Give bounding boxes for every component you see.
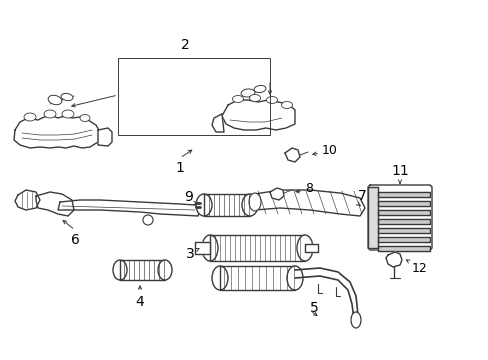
Ellipse shape (44, 110, 56, 118)
Ellipse shape (232, 95, 243, 103)
Polygon shape (209, 235, 305, 261)
Polygon shape (15, 190, 40, 210)
Ellipse shape (242, 194, 258, 216)
Ellipse shape (202, 235, 218, 261)
Ellipse shape (241, 89, 254, 97)
Ellipse shape (249, 94, 260, 102)
Ellipse shape (62, 110, 74, 118)
Polygon shape (14, 115, 100, 148)
Ellipse shape (248, 193, 261, 211)
Ellipse shape (286, 266, 303, 290)
Polygon shape (377, 246, 429, 251)
Ellipse shape (80, 114, 90, 122)
Text: 3: 3 (186, 247, 195, 261)
Text: 1: 1 (175, 161, 184, 175)
Text: 5: 5 (309, 301, 318, 315)
Polygon shape (377, 210, 429, 215)
Polygon shape (377, 228, 429, 233)
Polygon shape (367, 185, 431, 250)
Ellipse shape (61, 93, 73, 100)
Bar (118, 58, 269, 135)
Polygon shape (385, 252, 401, 267)
Text: 12: 12 (411, 261, 427, 274)
Text: 6: 6 (70, 233, 79, 247)
Text: 2: 2 (180, 38, 189, 52)
Text: 9: 9 (184, 190, 193, 204)
Ellipse shape (350, 312, 360, 328)
Polygon shape (98, 128, 112, 146)
Polygon shape (195, 242, 209, 254)
Text: 10: 10 (321, 144, 337, 158)
Polygon shape (377, 201, 429, 206)
Polygon shape (377, 219, 429, 224)
Polygon shape (377, 192, 429, 197)
Polygon shape (305, 244, 317, 252)
Ellipse shape (48, 95, 62, 105)
Text: 11: 11 (390, 164, 408, 178)
Circle shape (142, 215, 153, 225)
Polygon shape (220, 266, 294, 290)
Text: 4: 4 (135, 295, 144, 309)
Ellipse shape (212, 266, 227, 290)
Ellipse shape (158, 260, 172, 280)
Text: 8: 8 (305, 183, 312, 195)
Ellipse shape (296, 235, 312, 261)
Polygon shape (222, 100, 294, 130)
Ellipse shape (254, 85, 265, 93)
Polygon shape (203, 194, 249, 216)
Polygon shape (377, 237, 429, 242)
Ellipse shape (196, 194, 212, 216)
Polygon shape (285, 148, 299, 162)
Polygon shape (36, 192, 74, 216)
Polygon shape (120, 260, 164, 280)
Ellipse shape (24, 113, 36, 121)
Ellipse shape (281, 102, 292, 108)
Polygon shape (58, 200, 200, 216)
Polygon shape (212, 114, 224, 132)
Polygon shape (367, 187, 377, 248)
Text: 7: 7 (357, 189, 366, 203)
Ellipse shape (113, 260, 127, 280)
Polygon shape (269, 188, 284, 200)
Ellipse shape (266, 96, 277, 104)
Polygon shape (249, 190, 364, 216)
